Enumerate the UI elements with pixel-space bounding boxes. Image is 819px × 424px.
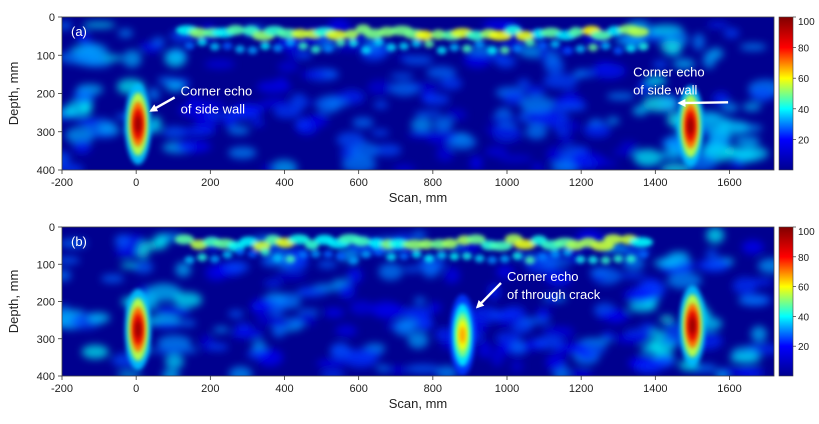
annotation-text: Corner echo: [507, 269, 579, 284]
annotation-text: Corner echo: [181, 83, 253, 98]
y-tick-label: 400: [37, 371, 55, 383]
colorbar-tick-label: 100: [798, 227, 815, 238]
colorbar-tick-label: 20: [798, 135, 810, 146]
y-axis-label: Depth, mm: [6, 270, 21, 334]
x-tick-label: 1400: [643, 177, 667, 189]
x-tick-label: 600: [349, 177, 367, 189]
x-axis-label: Scan, mm: [389, 190, 448, 205]
hotspot: [124, 83, 152, 165]
x-tick-label: 400: [275, 383, 293, 395]
annotation: Corner echo of through crack: [475, 269, 601, 309]
y-tick-label: 400: [37, 165, 55, 177]
y-tick-label: 100: [37, 50, 55, 62]
x-tick-label: 600: [349, 383, 367, 395]
colorbar-tick-label: 40: [798, 312, 810, 323]
x-tick-label: 800: [424, 383, 442, 395]
x-tick-label: 1200: [569, 177, 593, 189]
x-axis: -200 0 200 400 600 800 1000 1200 1400 1600 Scan, m…: [51, 376, 742, 411]
x-tick-label: 1600: [717, 177, 741, 189]
y-axis: 0 100 200 300 400 Depth, mm: [6, 12, 62, 177]
colorbar-tick-label: 40: [798, 105, 810, 116]
annotation-text: of side wall: [633, 82, 697, 97]
x-tick-label: 200: [201, 383, 219, 395]
hotspot: [124, 288, 152, 371]
heatmap-field: [62, 18, 774, 170]
colorbar: 20 40 60 80 100: [778, 16, 815, 171]
x-tick-label: 1600: [717, 383, 741, 395]
y-tick-label: 300: [37, 127, 55, 139]
annotation-arrow: [677, 98, 729, 107]
x-tick-label: 1000: [495, 383, 519, 395]
x-axis-label: Scan, mm: [389, 396, 448, 411]
y-tick-label: 0: [49, 222, 55, 234]
x-tick-label: -200: [51, 177, 73, 189]
x-tick-label: 0: [133, 177, 139, 189]
colorbar-tick-label: 20: [798, 342, 810, 353]
annotation-arrow: [475, 282, 502, 309]
colorbar-tick-label: 60: [798, 74, 810, 85]
x-tick-label: 0: [133, 383, 139, 395]
y-tick-label: 300: [37, 334, 55, 346]
colorbar-tick-label: 100: [798, 17, 815, 28]
annotation-text: Corner echo: [633, 64, 705, 79]
colorbar-gradient: [778, 16, 794, 171]
colorbar-tick-label: 80: [798, 44, 810, 55]
colorbar: 20 40 60 80 100: [778, 226, 815, 377]
heatmap-field: [62, 227, 774, 376]
x-axis: -200 0 200 400 600 800 1000 1200 1400 1600 Scan, m…: [51, 170, 742, 205]
y-axis: 0 100 200 300 400 Depth, mm: [6, 222, 62, 383]
y-tick-label: 200: [37, 297, 55, 309]
colorbar-tick-label: 60: [798, 283, 810, 294]
colorbar-gradient: [778, 226, 794, 377]
panel-label: (a): [71, 24, 87, 39]
y-tick-label: 100: [37, 259, 55, 271]
x-tick-label: 1200: [569, 383, 593, 395]
y-tick-label: 0: [49, 12, 55, 24]
hotspot: [449, 294, 476, 376]
y-tick-label: 200: [37, 89, 55, 101]
x-tick-label: 800: [424, 177, 442, 189]
x-tick-label: 400: [275, 177, 293, 189]
annotation-text: of through crack: [507, 287, 601, 302]
annotation: Corner echo of side wall: [149, 83, 253, 116]
hotspot: [679, 285, 706, 367]
x-tick-label: 1400: [643, 383, 667, 395]
annotation-arrow: [149, 96, 176, 112]
x-tick-label: 200: [201, 177, 219, 189]
x-tick-label: 1000: [495, 177, 519, 189]
annotation-text: of side wall: [181, 101, 245, 116]
panel-a: (a) Corner echo of side wall Corner echo of …: [6, 12, 815, 205]
panel-label: (b): [71, 234, 87, 249]
colorbar-tick-label: 80: [798, 253, 810, 264]
annotation: Corner echo of side wall: [633, 64, 729, 107]
hotspot: [677, 85, 704, 167]
x-tick-label: -200: [51, 383, 73, 395]
y-axis-label: Depth, mm: [6, 62, 21, 126]
